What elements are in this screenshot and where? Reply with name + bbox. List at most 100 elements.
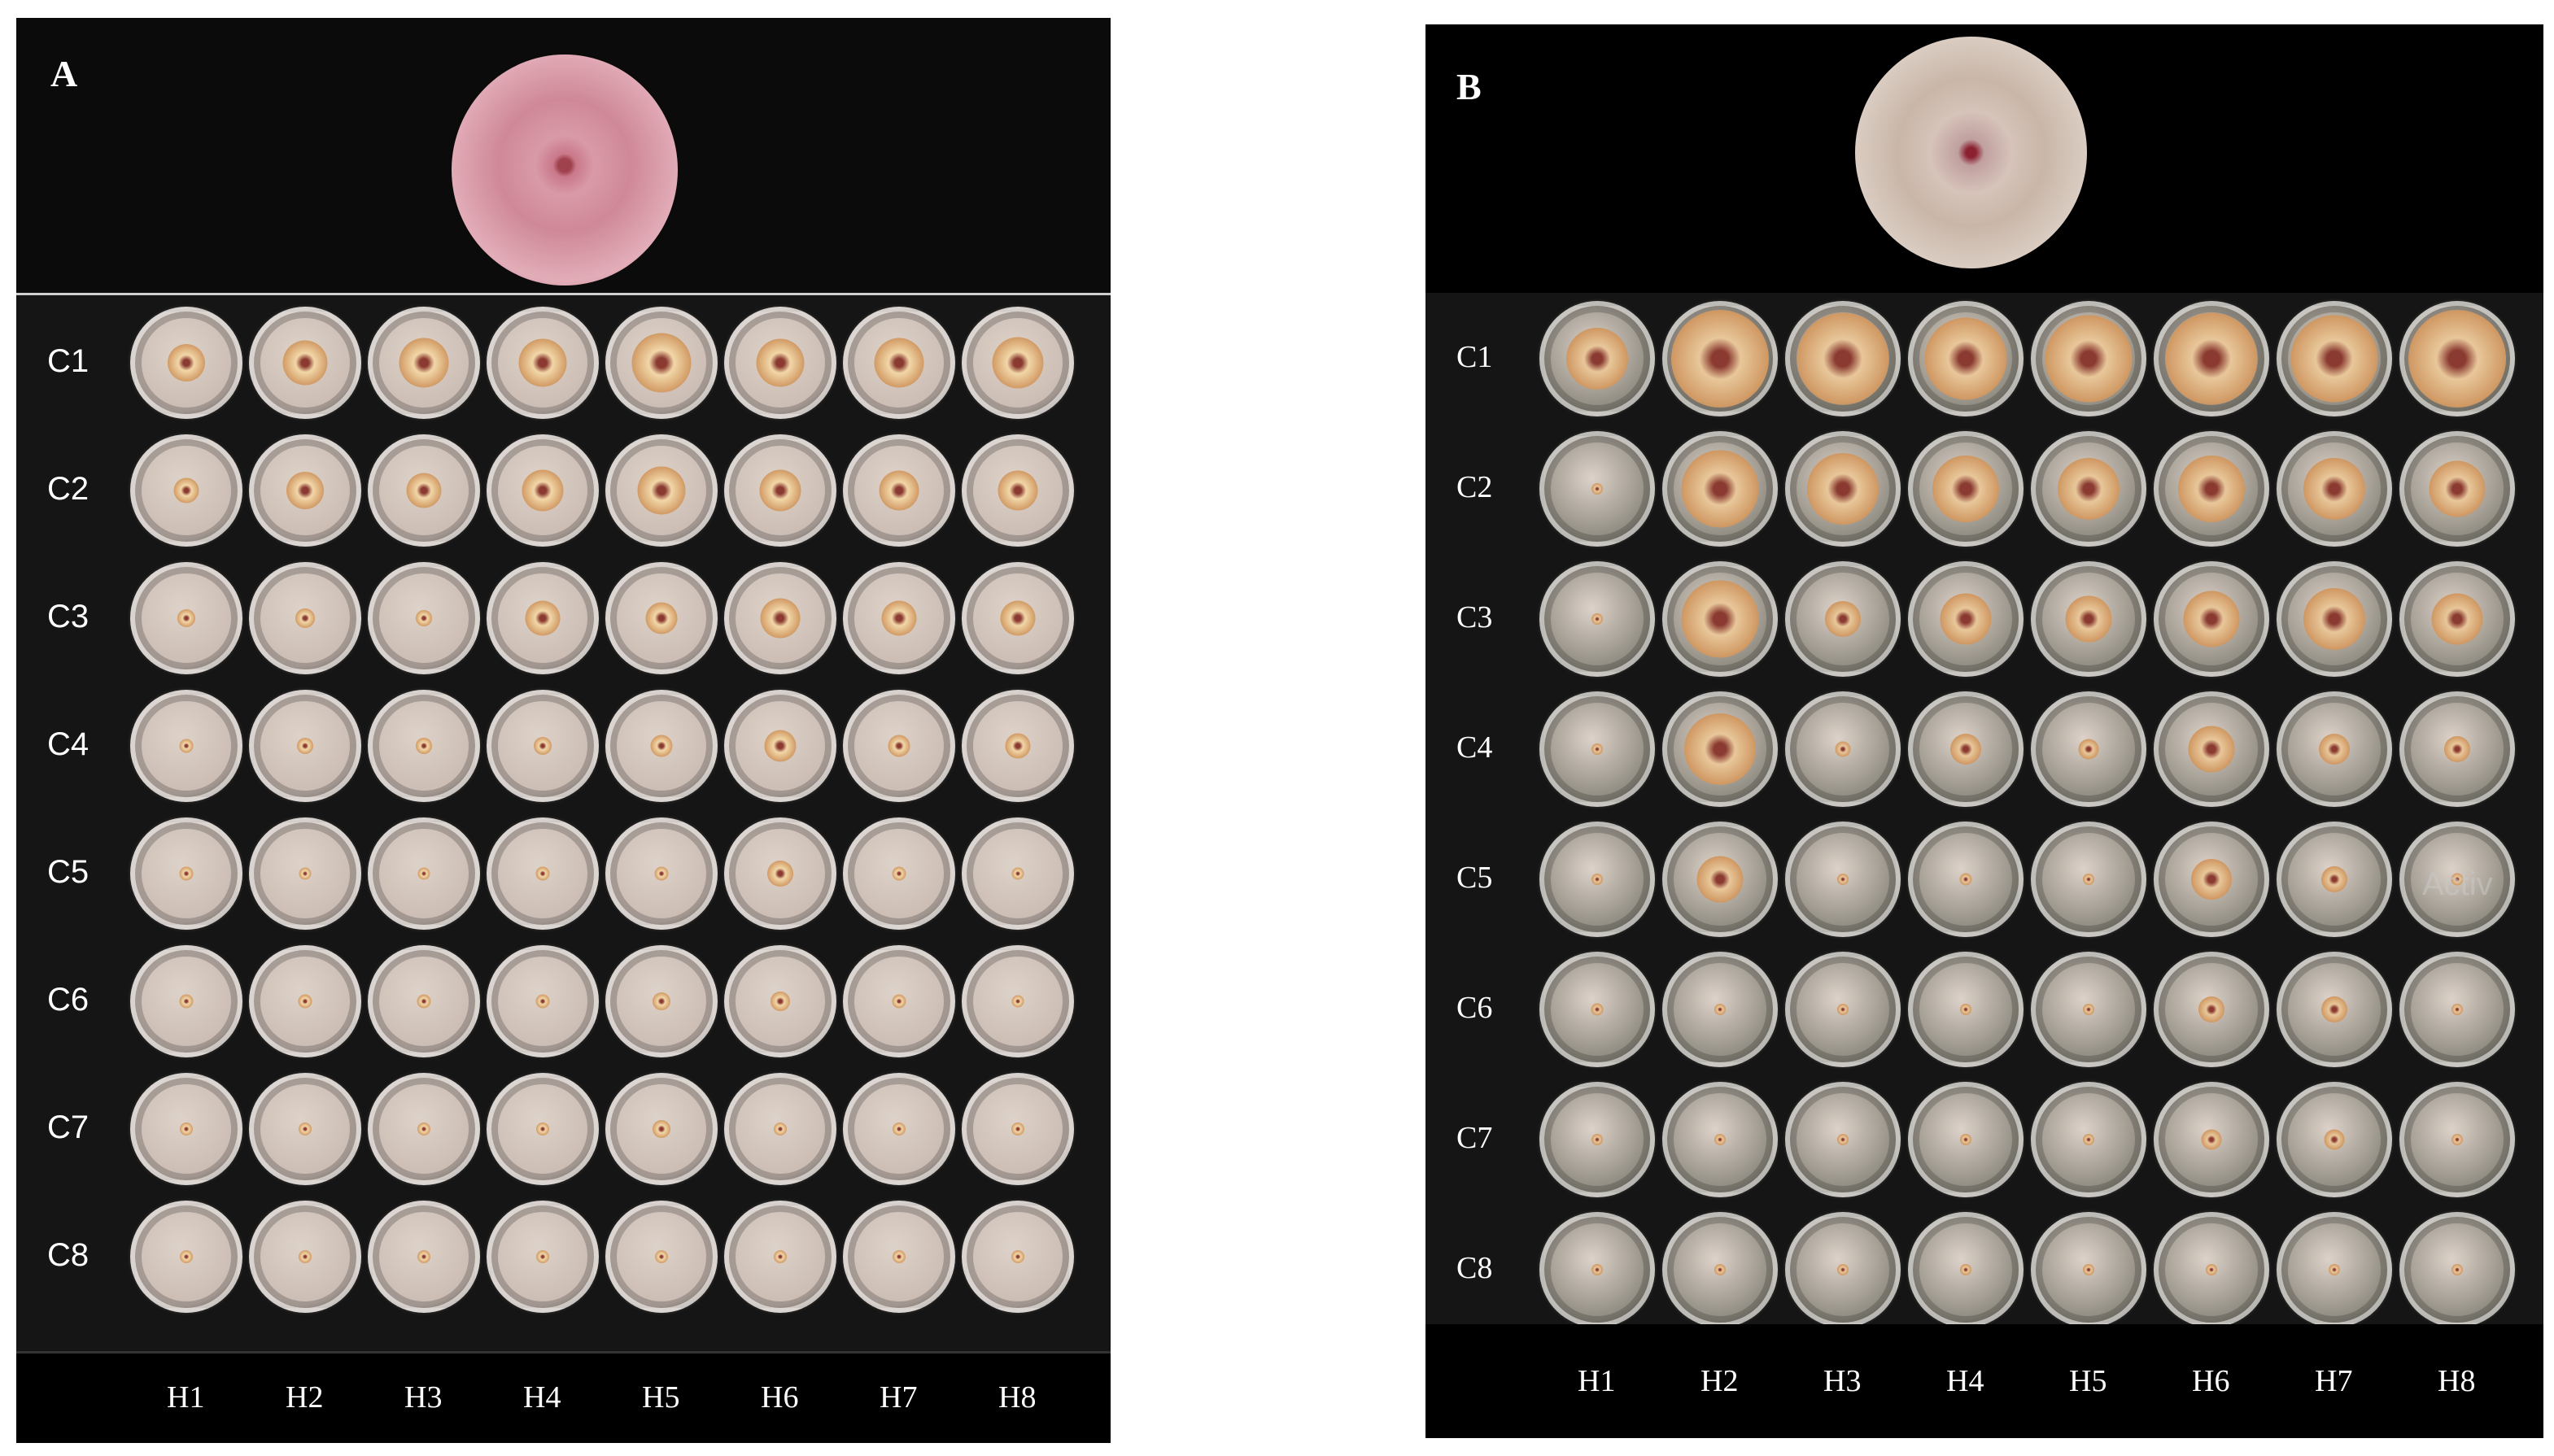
fungal-colony xyxy=(1714,1134,1726,1145)
petri-dish-c1-h4 xyxy=(487,307,599,419)
petri-dish-c3-h5 xyxy=(605,562,718,674)
panel-b-letter: B xyxy=(1456,66,1482,107)
fungal-colony xyxy=(1591,613,1603,625)
petri-dish-c1-h6 xyxy=(2154,301,2269,416)
fungal-colony xyxy=(2321,996,2347,1022)
fungal-colony xyxy=(655,1250,668,1263)
fungal-colony xyxy=(874,338,924,388)
petri-dish-c6-h3 xyxy=(1785,952,1901,1067)
fungal-colony xyxy=(2045,315,2133,403)
fungal-colony xyxy=(417,1123,430,1136)
fungal-colony xyxy=(893,1250,906,1263)
column-label-h3: H3 xyxy=(404,1380,443,1415)
fungal-colony xyxy=(1807,453,1879,525)
petri-dish-c5-h6 xyxy=(724,817,836,930)
petri-dish-c1-h1 xyxy=(1539,301,1655,416)
petri-dish-c2-h8 xyxy=(962,434,1074,547)
fungal-colony xyxy=(1591,483,1603,495)
fungal-colony xyxy=(416,610,432,626)
fungal-colony xyxy=(2429,460,2486,517)
fungal-colony xyxy=(637,466,686,515)
fungal-colony xyxy=(653,1120,670,1138)
petri-dish-c2-h7 xyxy=(843,434,955,547)
petri-dish-c6-h6 xyxy=(724,945,836,1057)
fungal-colony xyxy=(992,337,1044,389)
petri-dish-c5-h8 xyxy=(2399,822,2515,937)
fungal-colony xyxy=(2065,595,2112,643)
petri-dish-c6-h8 xyxy=(2399,952,2515,1067)
petri-dish-c4-h7 xyxy=(2277,691,2392,807)
petri-dish-c1-h6 xyxy=(724,307,836,419)
fungal-colony xyxy=(2178,456,2245,522)
petri-dish-c7-h8 xyxy=(2399,1082,2515,1197)
panel-b-column-labels: H1 H2 H3 H4 H5 H6 H7 H8 xyxy=(1425,1324,2543,1438)
petri-dish-c8-h5 xyxy=(2031,1212,2146,1327)
petri-dish-c1-h4 xyxy=(1908,301,2024,416)
petri-dish-c7-h3 xyxy=(1785,1082,1901,1197)
fungal-colony xyxy=(522,469,564,512)
fungal-colony xyxy=(631,333,692,393)
petri-dish-c6-h1 xyxy=(1539,952,1655,1067)
column-label-h8: H8 xyxy=(2438,1364,2476,1398)
fungal-colony xyxy=(282,340,328,386)
fungal-colony xyxy=(2083,874,2094,885)
fungal-colony xyxy=(534,737,552,755)
petri-dish-c1-h1 xyxy=(130,307,242,419)
fungal-colony xyxy=(399,338,449,388)
fungal-colony xyxy=(406,473,442,508)
fungal-colony xyxy=(1591,1264,1603,1275)
fungal-colony xyxy=(2201,1129,2222,1150)
petri-dish-c8-h7 xyxy=(2277,1212,2392,1327)
fungal-colony xyxy=(168,344,205,381)
petri-dish-c3-h7 xyxy=(843,562,955,674)
petri-dish-c3-h2 xyxy=(249,562,361,674)
petri-dish-c6-h1 xyxy=(130,945,242,1057)
fungal-colony xyxy=(518,338,567,387)
petri-dish-c4-h1 xyxy=(130,690,242,802)
fungal-colony xyxy=(535,866,550,881)
petri-dish-c8-h4 xyxy=(487,1201,599,1313)
fungal-colony xyxy=(417,1250,430,1263)
panel-a: A H1 H2 H3 H4 H5 H6 H7 H8 C1 C2 C3 C4 C5 C6 C7 C8 xyxy=(16,18,1111,1443)
fungal-colony xyxy=(1696,856,1744,903)
row-label-c1: C1 xyxy=(47,343,89,379)
fungal-colony xyxy=(653,992,670,1010)
petri-dish-c7-h8 xyxy=(962,1073,1074,1185)
petri-dish-c3-h5 xyxy=(2031,561,2146,677)
panel-b-reference-dish xyxy=(1855,37,2087,268)
watermark-text: Activ xyxy=(2422,866,2493,902)
panel-a-column-labels: H1 H2 H3 H4 H5 H6 H7 H8 xyxy=(16,1351,1111,1443)
column-label-h2: H2 xyxy=(1700,1364,1739,1398)
petri-dish-c8-h8 xyxy=(962,1201,1074,1313)
fungal-colony xyxy=(173,477,199,503)
petri-dish-c8-h3 xyxy=(1785,1212,1901,1327)
fungal-colony xyxy=(2083,1004,2094,1015)
petri-dish-c4-h1 xyxy=(1539,691,1655,807)
petri-dish-c4-h7 xyxy=(843,690,955,802)
petri-dish-c2-h4 xyxy=(487,434,599,547)
fungal-colony xyxy=(536,1250,549,1263)
fungal-colony xyxy=(2078,739,2099,760)
fungal-colony xyxy=(299,867,312,880)
fungal-colony xyxy=(2188,726,2235,773)
petri-dish-c4-h6 xyxy=(724,690,836,802)
panel-b-reference-area: B xyxy=(1425,24,2543,293)
petri-dish-c2-h6 xyxy=(2154,431,2269,547)
petri-dish-c4-h5 xyxy=(2031,691,2146,807)
petri-dish-c2-h5 xyxy=(2031,431,2146,547)
petri-dish-c7-h1 xyxy=(130,1073,242,1185)
fungal-colony xyxy=(654,866,669,881)
fungal-colony xyxy=(2303,458,2365,520)
fungal-colony xyxy=(179,866,194,881)
petri-dish-c3-h1 xyxy=(1539,561,1655,677)
petri-dish-c2-h3 xyxy=(1785,431,1901,547)
petri-dish-c8-h6 xyxy=(724,1201,836,1313)
fungal-colony xyxy=(1011,1123,1024,1136)
column-label-h5: H5 xyxy=(2069,1364,2107,1398)
petri-dish-c6-h5 xyxy=(605,945,718,1057)
petri-dish-c6-h6 xyxy=(2154,952,2269,1067)
fungal-colony xyxy=(179,994,194,1009)
fungal-colony xyxy=(1837,874,1849,885)
fungal-colony xyxy=(771,992,790,1011)
fungal-colony xyxy=(2431,593,2483,645)
